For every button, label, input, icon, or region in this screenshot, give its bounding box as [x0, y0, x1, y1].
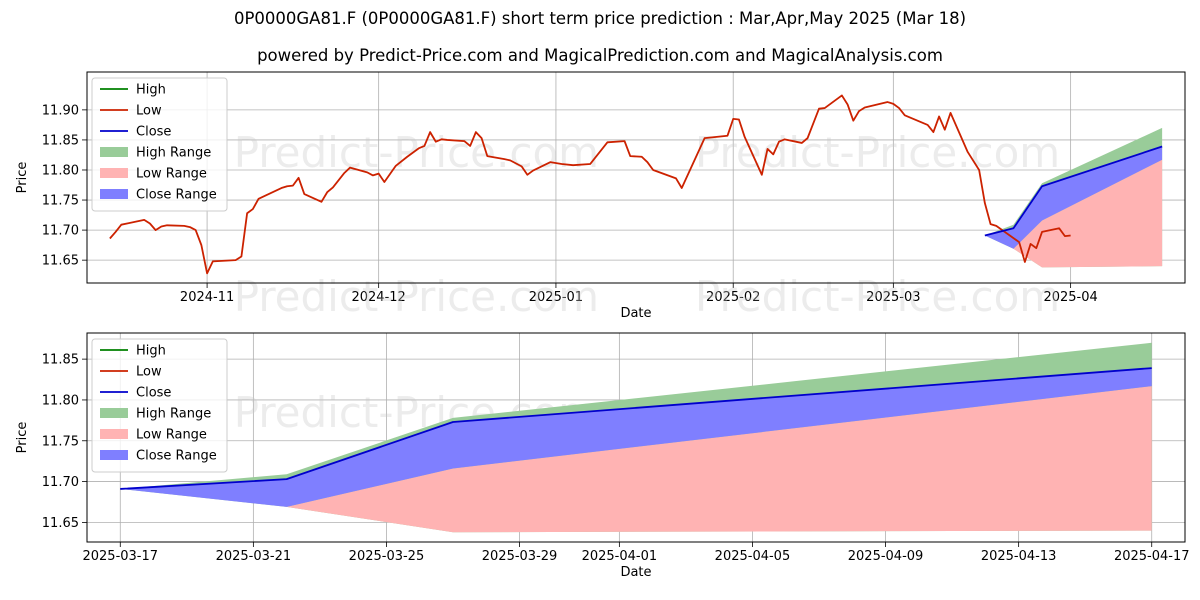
x-tick-label: 2025-04-17 — [1114, 549, 1190, 564]
x-tick-label: 2025-04-05 — [715, 549, 791, 564]
chart-subtitle: powered by Predict-Price.com and Magical… — [257, 46, 943, 65]
legend: High Low Close High Range Low Range Close Ran… — [91, 77, 228, 212]
legend-label: Close Range — [136, 449, 217, 464]
close-range-band — [120, 368, 1152, 507]
y-tick-label: 11.85 — [42, 353, 79, 368]
low-range-band — [120, 386, 1152, 533]
y-axis-label: Price — [15, 162, 30, 194]
legend-label: High Range — [136, 146, 211, 161]
watermark: Predict-Price.com — [695, 128, 1060, 177]
watermark: Predict-Price.com — [234, 272, 599, 321]
legend-label: High — [136, 344, 166, 359]
x-axis-label: Date — [620, 306, 651, 321]
y-axis-label: Price — [15, 422, 30, 454]
legend-label: Low — [136, 104, 162, 119]
y-tick-label: 11.80 — [42, 393, 79, 408]
y-tick-label: 11.65 — [42, 254, 79, 269]
legend-swatch — [100, 189, 128, 199]
x-tick-label: 2025-03-21 — [216, 549, 292, 564]
y-tick-label: 11.70 — [42, 475, 79, 490]
plot-area — [120, 342, 1152, 533]
low-line — [109, 94, 1071, 275]
chart-title: 0P0000GA81.F (0P0000GA81.F) short term p… — [233, 9, 967, 28]
x-tick-label: 2025-03-29 — [482, 549, 558, 564]
low-range-band — [984, 159, 1163, 268]
y-tick-label: 11.75 — [42, 434, 79, 449]
x-tick-label: 2025-01 — [529, 290, 583, 305]
watermark: Predict-Price.com — [234, 128, 599, 177]
x-tick-label: 2025-04-09 — [848, 549, 924, 564]
legend-label: High — [136, 83, 166, 98]
chart-panel-2: 2025-03-17 2025-03-21 2025-03-25 2025-03-29… — [15, 332, 1190, 580]
close-line — [984, 145, 1163, 237]
x-tick-label: 2025-04-01 — [582, 549, 658, 564]
legend-label: Low — [136, 365, 162, 380]
x-tick-label: 2024-11 — [180, 290, 234, 305]
legend-label: High Range — [136, 407, 211, 422]
watermark: Predict-Price.com — [695, 272, 1060, 321]
legend-label: Close — [136, 125, 171, 140]
legend-swatch — [100, 168, 128, 178]
close-range-band — [984, 146, 1163, 249]
y-tick-label: 11.85 — [42, 133, 79, 148]
close-line — [120, 367, 1152, 490]
chart-panel-1: 2024-11 2024-12 2025-01 2025-02 2025-03 2025-… — [15, 71, 1186, 321]
legend-label: Close — [136, 386, 171, 401]
legend-label: Low Range — [136, 428, 207, 443]
x-tick-label: 2025-03-17 — [82, 549, 158, 564]
y-tick-label: 11.90 — [42, 103, 79, 118]
x-tick-label: 2025-04 — [1043, 290, 1097, 305]
y-tick-label: 11.80 — [42, 163, 79, 178]
x-tick-label: 2025-02 — [706, 290, 760, 305]
y-tick-label: 11.75 — [42, 194, 79, 209]
legend-label: Low Range — [136, 167, 207, 182]
y-tick-label: 11.65 — [42, 516, 79, 531]
axes-frame — [86, 332, 1186, 543]
plot-area — [109, 94, 1163, 275]
x-tick-label: 2025-03 — [866, 290, 920, 305]
legend: High Low Close High Range Low Range Close Ran… — [91, 338, 228, 473]
legend-swatch — [100, 147, 128, 157]
x-tick-label: 2024-12 — [351, 290, 405, 305]
legend-swatch — [100, 408, 128, 418]
legend-label: Close Range — [136, 188, 217, 203]
x-tick-label: 2025-03-25 — [349, 549, 425, 564]
x-tick-label: 2025-04-13 — [981, 549, 1057, 564]
legend-swatch — [100, 429, 128, 439]
x-axis-label: Date — [620, 565, 651, 580]
axes-frame — [86, 71, 1186, 284]
y-tick-label: 11.70 — [42, 224, 79, 239]
legend-swatch — [100, 450, 128, 460]
